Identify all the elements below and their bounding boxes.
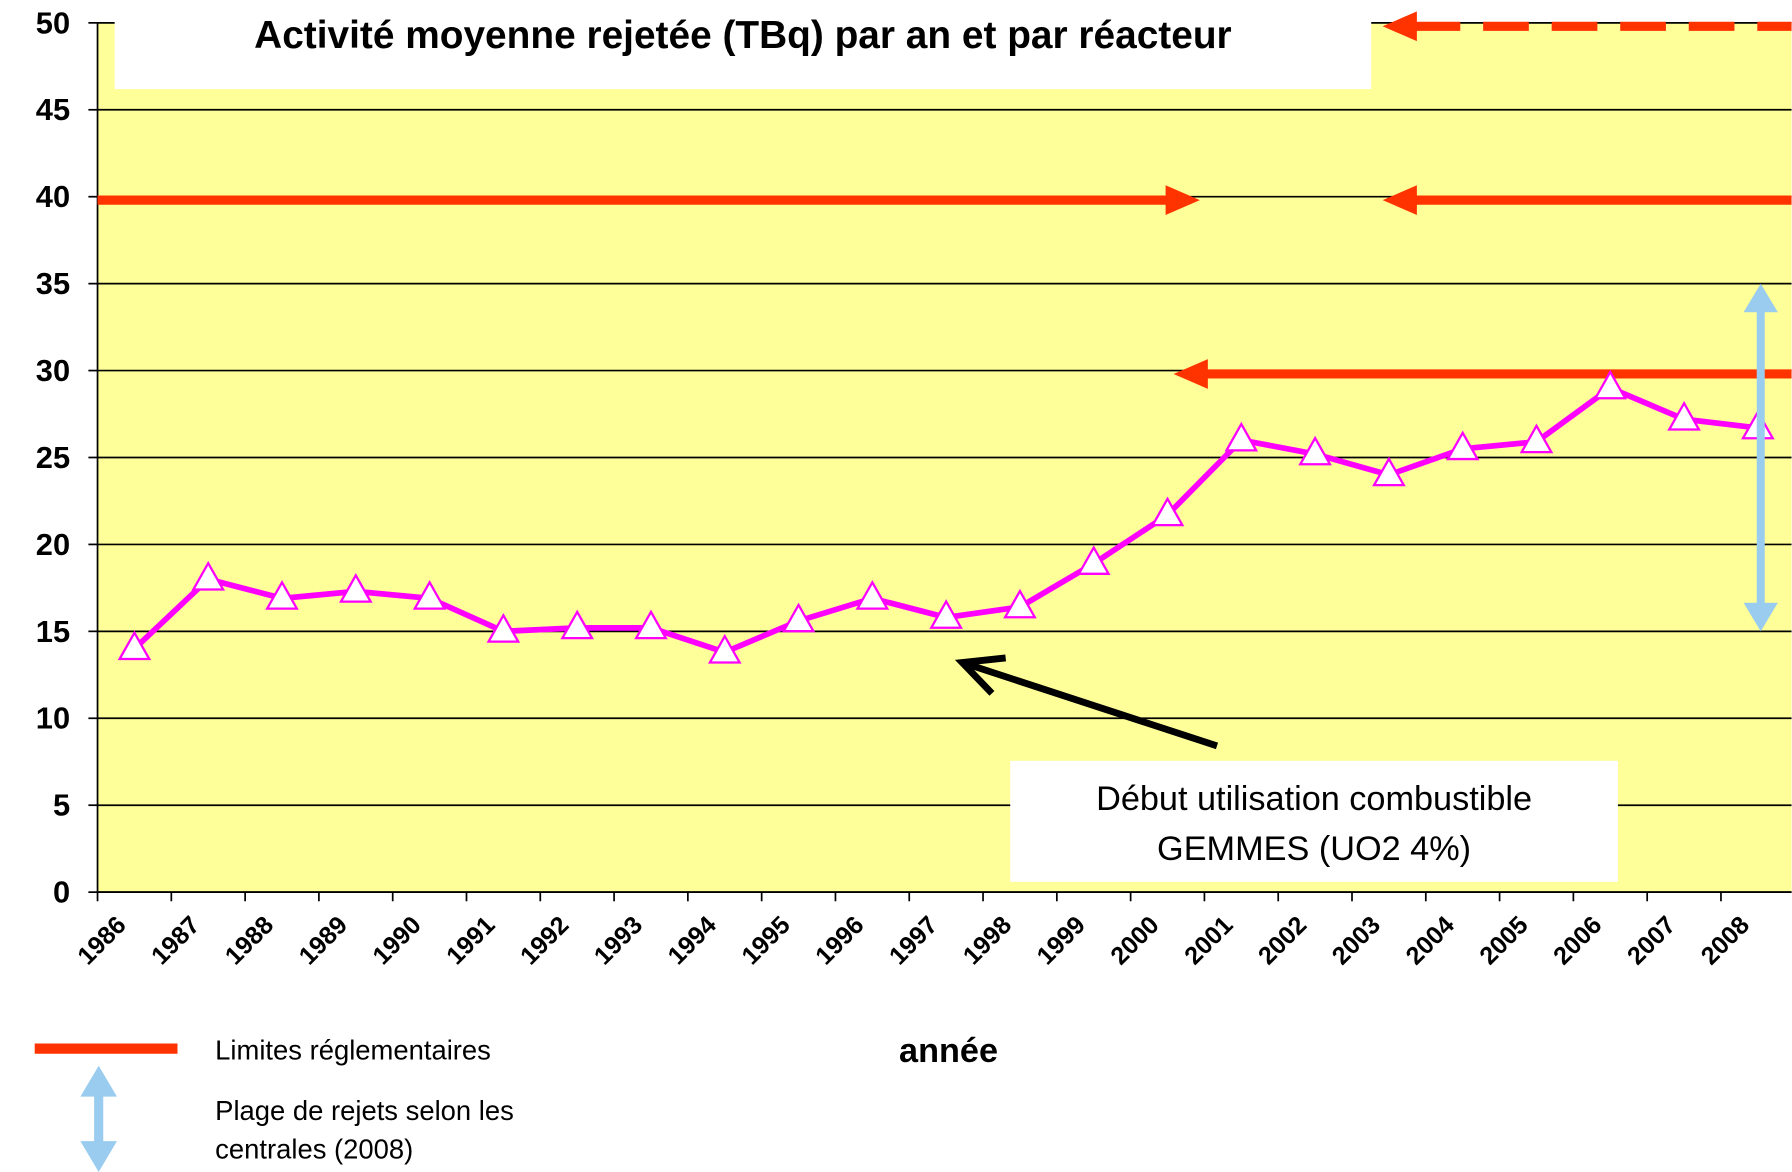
limit-arrowhead bbox=[1382, 11, 1417, 42]
x-tick-label: 1995 bbox=[736, 911, 795, 970]
marker bbox=[1076, 545, 1111, 575]
marker bbox=[855, 580, 890, 610]
x-tick-label: 1994 bbox=[663, 911, 722, 970]
limit-arrowhead bbox=[1173, 359, 1208, 389]
y-tick-label: 0 bbox=[53, 875, 70, 910]
y-tick-label: 15 bbox=[36, 614, 70, 649]
title-box bbox=[114, 3, 1372, 90]
y-tick-label: 50 bbox=[36, 5, 70, 40]
y-tick-label: 5 bbox=[53, 788, 70, 823]
marker bbox=[1667, 400, 1701, 431]
x-tick-label: 2001 bbox=[1179, 911, 1238, 970]
marker bbox=[1003, 588, 1037, 619]
marker bbox=[1519, 423, 1554, 454]
x-tick-label: 1991 bbox=[441, 911, 500, 970]
marker bbox=[1593, 369, 1628, 400]
annotation-arrow bbox=[961, 659, 1219, 750]
chart-title: Activité moyenne rejetée (TBq) par an et… bbox=[254, 14, 1232, 57]
marker bbox=[412, 580, 447, 610]
x-tick-label: 1988 bbox=[220, 911, 279, 970]
x-tick-label: 2002 bbox=[1253, 911, 1312, 970]
marker bbox=[634, 609, 668, 640]
x-tick-label: 2007 bbox=[1622, 911, 1681, 970]
marker bbox=[1445, 430, 1480, 461]
x-tick-label: 2004 bbox=[1401, 911, 1460, 970]
marker bbox=[1372, 456, 1406, 487]
annotation-arrowhead bbox=[954, 654, 1007, 696]
limit-arrowhead bbox=[1165, 185, 1200, 215]
x-tick-label: 2008 bbox=[1696, 911, 1755, 970]
marker bbox=[1150, 496, 1185, 527]
limit-arrowhead bbox=[1382, 185, 1417, 215]
y-tick-label: 25 bbox=[36, 440, 70, 475]
marker bbox=[1298, 435, 1332, 466]
marker bbox=[560, 609, 594, 640]
marker bbox=[1224, 421, 1259, 452]
legend-label: Plage de rejets selon les bbox=[215, 1095, 514, 1126]
x-tick-label: 1999 bbox=[1032, 911, 1091, 970]
annotation-box bbox=[1010, 760, 1618, 882]
marker bbox=[707, 633, 742, 664]
x-tick-label: 1986 bbox=[72, 911, 131, 970]
y-tick-label: 35 bbox=[36, 266, 70, 301]
legend-range-arrowhead bbox=[80, 1065, 117, 1097]
y-tick-label: 30 bbox=[36, 353, 70, 388]
marker bbox=[191, 560, 226, 591]
marker bbox=[781, 602, 816, 633]
y-tick-label: 10 bbox=[36, 701, 70, 736]
x-tick-label: 2006 bbox=[1548, 911, 1607, 970]
y-tick-label: 40 bbox=[36, 179, 70, 214]
x-tick-label: 1987 bbox=[146, 911, 205, 970]
marker bbox=[486, 613, 521, 643]
marker bbox=[265, 580, 299, 610]
x-tick-label: 1996 bbox=[810, 911, 869, 970]
x-tick-label: 2000 bbox=[1105, 911, 1164, 970]
y-tick-label: 45 bbox=[36, 92, 70, 127]
x-tick-label: 1992 bbox=[515, 911, 574, 970]
marker bbox=[929, 599, 963, 629]
x-tick-label: 1990 bbox=[367, 911, 426, 970]
marker bbox=[117, 630, 152, 661]
legend-range-arrowhead bbox=[80, 1141, 117, 1172]
x-tick-label: 1997 bbox=[884, 911, 943, 970]
range-arrowhead bbox=[1743, 602, 1778, 632]
y-tick-label: 20 bbox=[36, 527, 70, 562]
annotation-text: GEMMES (UO2 4%) bbox=[1157, 830, 1471, 868]
legend-label: Limites réglementaires bbox=[215, 1034, 491, 1065]
x-tick-label: 1993 bbox=[589, 911, 648, 970]
legend-label: centrales (2008) bbox=[215, 1134, 413, 1165]
range-arrowhead bbox=[1743, 283, 1778, 313]
x-tick-label: 2003 bbox=[1327, 911, 1386, 970]
x-tick-label: 1989 bbox=[294, 911, 353, 970]
annotation-text: Début utilisation combustible bbox=[1096, 780, 1532, 818]
x-tick-label: 1998 bbox=[958, 911, 1017, 970]
x-tick-label: 2005 bbox=[1474, 911, 1533, 970]
x-axis-label: année bbox=[899, 1032, 998, 1070]
marker bbox=[338, 573, 373, 603]
